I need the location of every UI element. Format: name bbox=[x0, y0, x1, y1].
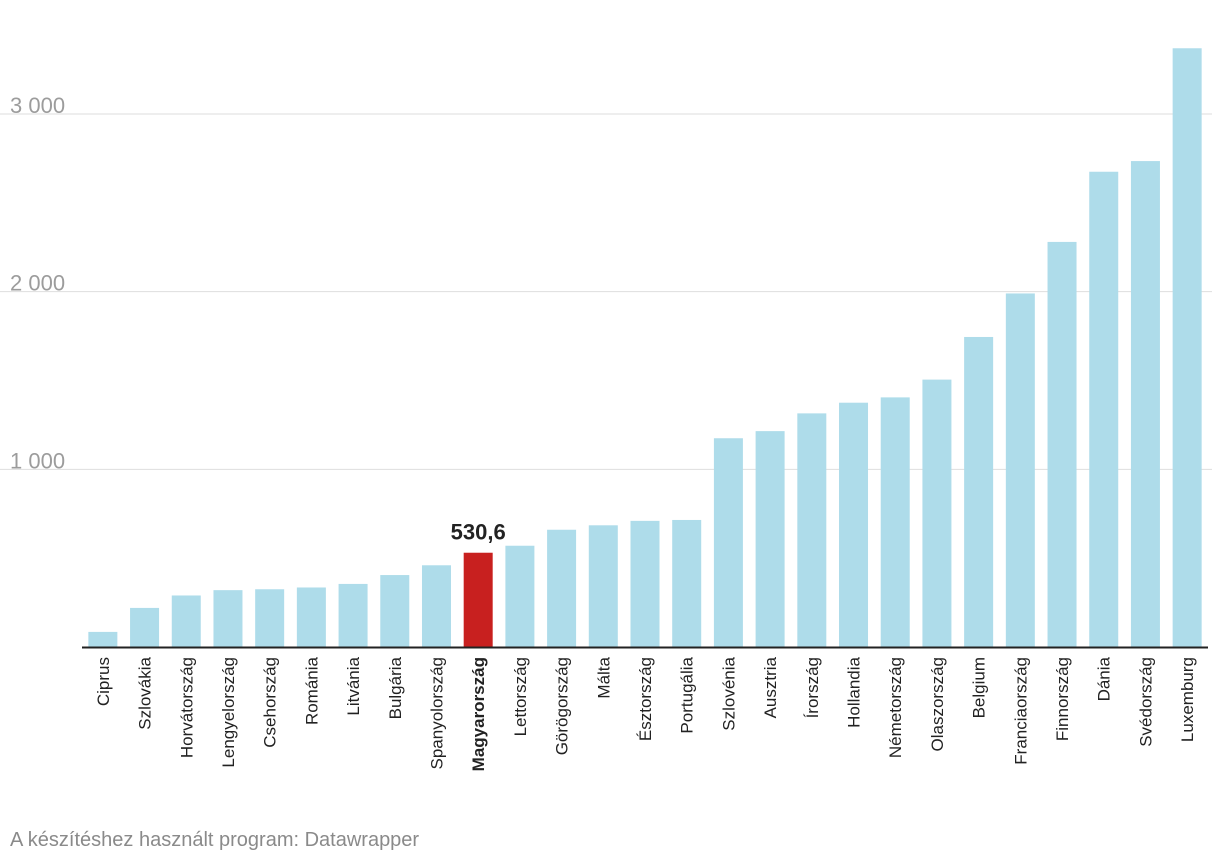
x-tick-label: Szlovénia bbox=[719, 656, 738, 730]
x-tick-label: Ausztria bbox=[761, 656, 780, 718]
bar-13 bbox=[630, 520, 660, 647]
x-tick-label: Málta bbox=[594, 656, 613, 698]
bar-5 bbox=[296, 587, 326, 647]
bar-18 bbox=[839, 402, 869, 647]
x-tick-label: Luxemburg bbox=[1178, 657, 1197, 742]
bar-10 bbox=[505, 545, 535, 647]
x-tick-label: Görögország bbox=[553, 657, 572, 755]
bar-1 bbox=[130, 607, 160, 647]
x-tick-label: Románia bbox=[302, 656, 321, 725]
bar-7 bbox=[380, 575, 410, 647]
bar-22 bbox=[1005, 293, 1035, 647]
x-tick-label: Franciaország bbox=[1011, 657, 1030, 765]
x-tick-label: Hollandia bbox=[845, 656, 864, 727]
x-tick-label: Olaszország bbox=[928, 657, 947, 751]
bar-2 bbox=[171, 595, 201, 647]
bar-25 bbox=[1130, 161, 1160, 647]
bar-12 bbox=[588, 525, 618, 647]
bar-3 bbox=[213, 590, 243, 647]
x-tick-label: Spanyolország bbox=[427, 657, 446, 769]
bar-26 bbox=[1172, 48, 1202, 648]
bar-23 bbox=[1047, 241, 1077, 648]
bar-14 bbox=[672, 519, 702, 647]
x-tick-label: Lettország bbox=[511, 657, 530, 736]
gridlines: 1 000 2 000 3 000 bbox=[0, 93, 1212, 473]
bar-15 bbox=[713, 438, 743, 647]
bar-0 bbox=[88, 631, 118, 647]
x-tick-label: Litvánia bbox=[344, 656, 363, 715]
bars bbox=[88, 48, 1202, 648]
bar-6 bbox=[338, 583, 368, 647]
credit-text: A készítéshez használt program: Datawrap… bbox=[10, 829, 420, 851]
x-tick-label: Szlovákia bbox=[136, 656, 155, 729]
x-tick-label: Írország bbox=[803, 657, 822, 718]
x-tick-label: Finnország bbox=[1053, 657, 1072, 741]
bar-19 bbox=[880, 397, 910, 647]
x-tick-label: Ciprus bbox=[94, 657, 113, 706]
y-tick-label: 2 000 bbox=[10, 271, 65, 296]
highlight-value-label: 530,6 bbox=[451, 520, 506, 545]
bar-24 bbox=[1089, 171, 1119, 647]
x-tick-label: Lengyelország bbox=[219, 657, 238, 768]
bar-16 bbox=[755, 431, 785, 647]
bar-20 bbox=[922, 379, 952, 647]
bar-4 bbox=[255, 589, 285, 647]
x-tick-labels: Ciprus Szlovákia Horvátország Lengyelország… bbox=[94, 656, 1197, 771]
y-tick-label: 1 000 bbox=[10, 448, 65, 473]
bar-21 bbox=[964, 336, 994, 647]
bar-11 bbox=[547, 529, 577, 647]
x-tick-label: Portugália bbox=[678, 656, 697, 733]
x-tick-label: Horvátország bbox=[177, 657, 196, 758]
annotations: 530,6 bbox=[451, 520, 506, 545]
x-tick-label: Magyarország bbox=[469, 657, 488, 771]
bar-17 bbox=[797, 413, 827, 647]
x-tick-label: Dánia bbox=[1095, 656, 1114, 701]
bar-9 bbox=[463, 552, 493, 647]
x-tick-label: Svédország bbox=[1136, 657, 1155, 747]
bar-8 bbox=[421, 565, 451, 647]
y-tick-label: 3 000 bbox=[10, 93, 65, 118]
x-tick-label: Észtország bbox=[636, 657, 655, 741]
x-tick-label: Csehország bbox=[261, 657, 280, 748]
x-tick-label: Bulgária bbox=[386, 656, 405, 719]
x-tick-label: Belgium bbox=[970, 657, 989, 718]
x-tick-label: Németország bbox=[886, 657, 905, 758]
